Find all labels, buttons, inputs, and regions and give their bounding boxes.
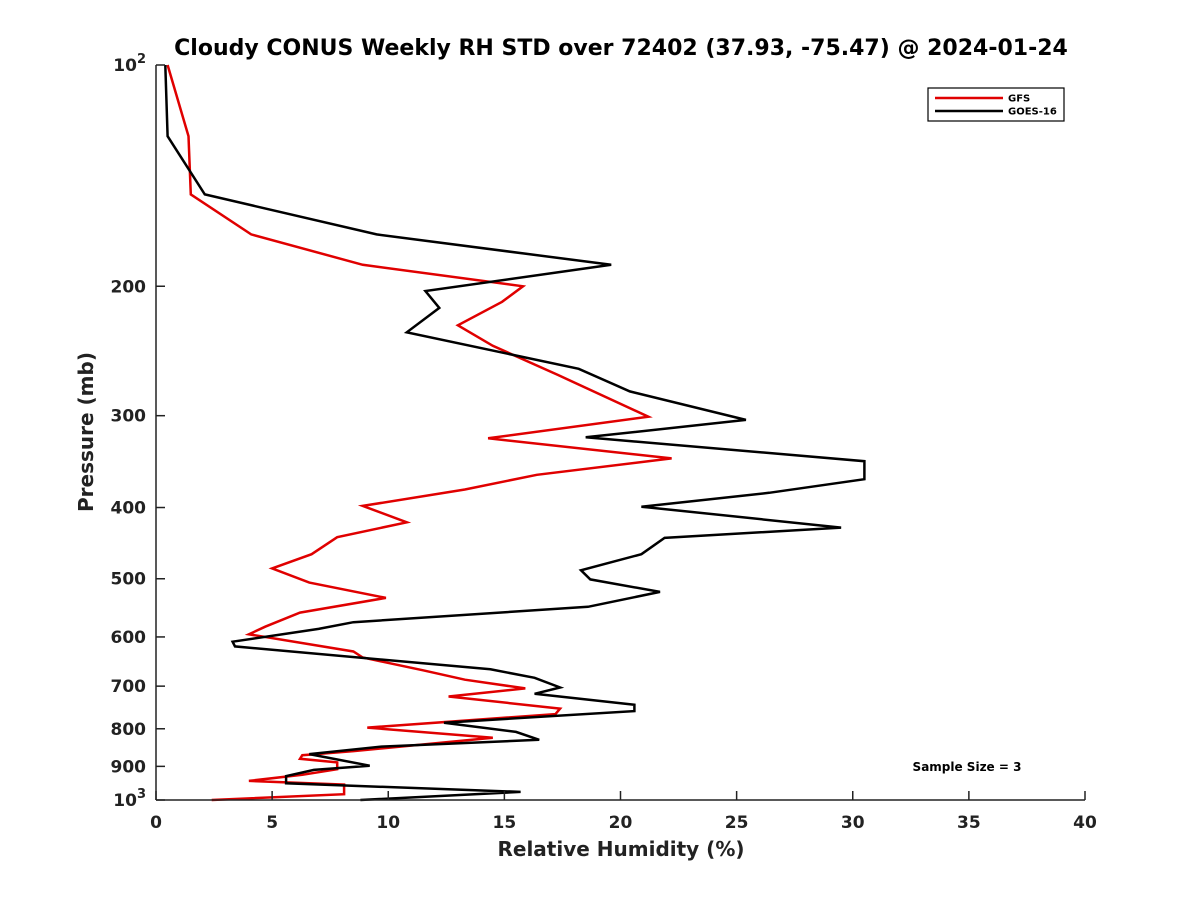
y-tick-label: 900 <box>111 757 147 777</box>
legend-box <box>927 87 1065 122</box>
x-tick-label: 25 <box>725 813 749 833</box>
y-tick-label: 600 <box>111 628 147 648</box>
x-tick-label: 20 <box>609 813 633 833</box>
x-tick-label: 10 <box>376 813 400 833</box>
sample-size-annotation: Sample Size = 3 <box>913 760 1022 774</box>
y-tick-label: 400 <box>111 499 147 519</box>
y-axis-ticks: 102 200 300 400 500 600 700 800 900 103 <box>111 52 165 811</box>
y-tick-label: 300 <box>111 407 147 427</box>
y-tick-label: 103 <box>113 787 146 811</box>
x-tick-label: 5 <box>266 813 278 833</box>
legend-label-gfs: GFS <box>1008 94 1030 105</box>
y-tick-label: 800 <box>111 720 147 740</box>
x-tick-label: 30 <box>841 813 865 833</box>
x-tick-label: 15 <box>493 813 517 833</box>
series-line-goes-16 <box>164 64 866 802</box>
legend-label-goes-16: GOES-16 <box>1008 107 1057 118</box>
series-line-gfs <box>166 64 672 802</box>
y-axis-label: Pressure (mb) <box>74 352 98 512</box>
y-tick-label: 200 <box>111 277 147 297</box>
x-axis-label: Relative Humidity (%) <box>497 837 744 861</box>
chart-title: Cloudy CONUS Weekly RH STD over 72402 (3… <box>174 36 1068 61</box>
plot-area <box>164 64 866 802</box>
x-tick-label: 0 <box>150 813 162 833</box>
y-tick-label: 700 <box>111 677 147 697</box>
x-tick-label: 35 <box>957 813 981 833</box>
y-tick-label: 102 <box>113 52 146 76</box>
y-tick-label: 500 <box>111 570 147 590</box>
legend: GFS GOES-16 <box>927 87 1065 122</box>
x-tick-label: 40 <box>1073 813 1097 833</box>
x-axis-ticks: 0 5 10 15 20 25 30 35 40 <box>150 791 1097 833</box>
